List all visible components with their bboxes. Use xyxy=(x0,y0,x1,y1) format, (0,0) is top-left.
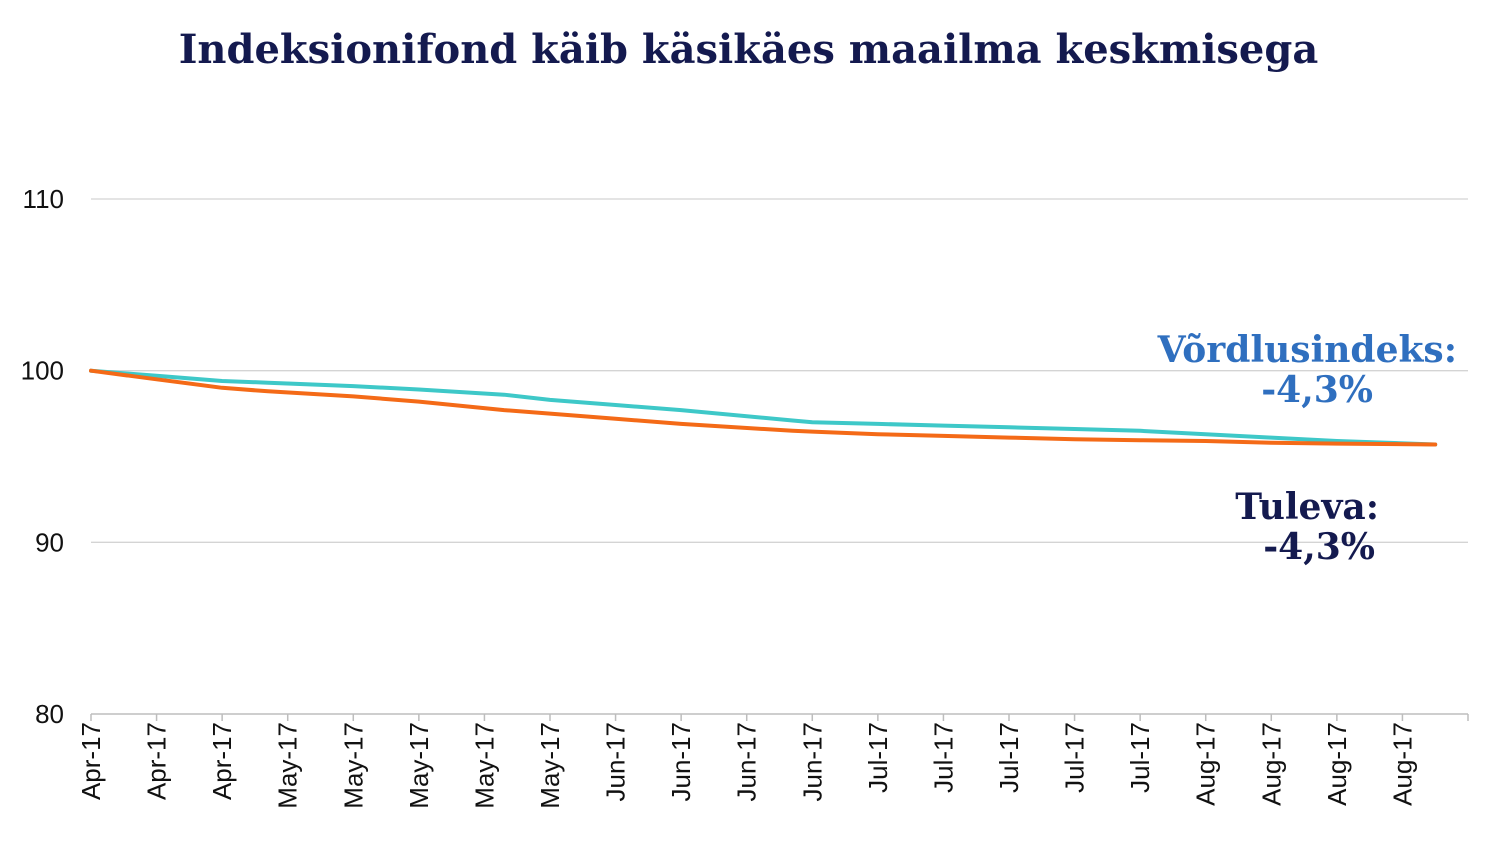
x-tick-label: Jun-17 xyxy=(797,722,827,802)
y-tick-label: 100 xyxy=(21,356,64,386)
x-tick-label: Apr-17 xyxy=(76,722,106,800)
y-axis-labels: 80 90 100 110 xyxy=(21,184,64,729)
x-tick-label: May-17 xyxy=(535,722,565,809)
tuleva-annotation: Tuleva: -4,3% xyxy=(1235,487,1379,567)
gridlines xyxy=(91,198,1468,543)
x-tick-label: Aug-17 xyxy=(1191,722,1221,806)
series-line-tuleva xyxy=(89,368,1438,447)
x-tick-label: Jul-17 xyxy=(1060,722,1090,793)
x-tick-label: Jun-17 xyxy=(666,722,696,802)
x-tick-label: Aug-17 xyxy=(1322,722,1352,806)
chart-title: Indeksionifond käib käsikäes maailma kes… xyxy=(178,26,1319,73)
x-axis xyxy=(90,713,1469,721)
x-tick-label: Apr-17 xyxy=(207,722,237,800)
benchmark-annotation-value: -4,3% xyxy=(1261,369,1373,411)
x-tick-label: Aug-17 xyxy=(1387,722,1417,806)
benchmark-annotation: Võrdlusindeks: -4,3% xyxy=(1158,330,1457,410)
x-tick-label: Jun-17 xyxy=(601,722,631,802)
x-tick-label: Jul-17 xyxy=(928,722,958,793)
y-tick-label: 110 xyxy=(23,184,64,214)
tuleva-annotation-name: Tuleva: xyxy=(1235,486,1379,528)
x-tick-label: May-17 xyxy=(469,722,499,809)
tuleva-annotation-value: -4,3% xyxy=(1263,526,1375,568)
series-line-benchmark xyxy=(89,368,1438,447)
x-tick-label: May-17 xyxy=(273,722,303,809)
x-tick-label: May-17 xyxy=(338,722,368,809)
x-tick-label: Apr-17 xyxy=(142,722,172,800)
benchmark-annotation-name: Võrdlusindeks: xyxy=(1157,329,1457,371)
x-tick-label: Jul-17 xyxy=(994,722,1024,793)
x-tick-label: Jul-17 xyxy=(863,722,893,793)
y-tick-label: 80 xyxy=(35,699,64,729)
x-tick-label: Jul-17 xyxy=(1125,722,1155,793)
x-tick-label: May-17 xyxy=(404,722,434,809)
x-tick-label: Aug-17 xyxy=(1256,722,1286,806)
y-tick-label: 90 xyxy=(35,527,64,557)
series-lines xyxy=(89,368,1438,447)
x-axis-labels: Apr-17 Apr-17 Apr-17 May-17 May-17 May-17 May-… xyxy=(76,722,1417,809)
x-tick-label: Jun-17 xyxy=(732,722,762,802)
